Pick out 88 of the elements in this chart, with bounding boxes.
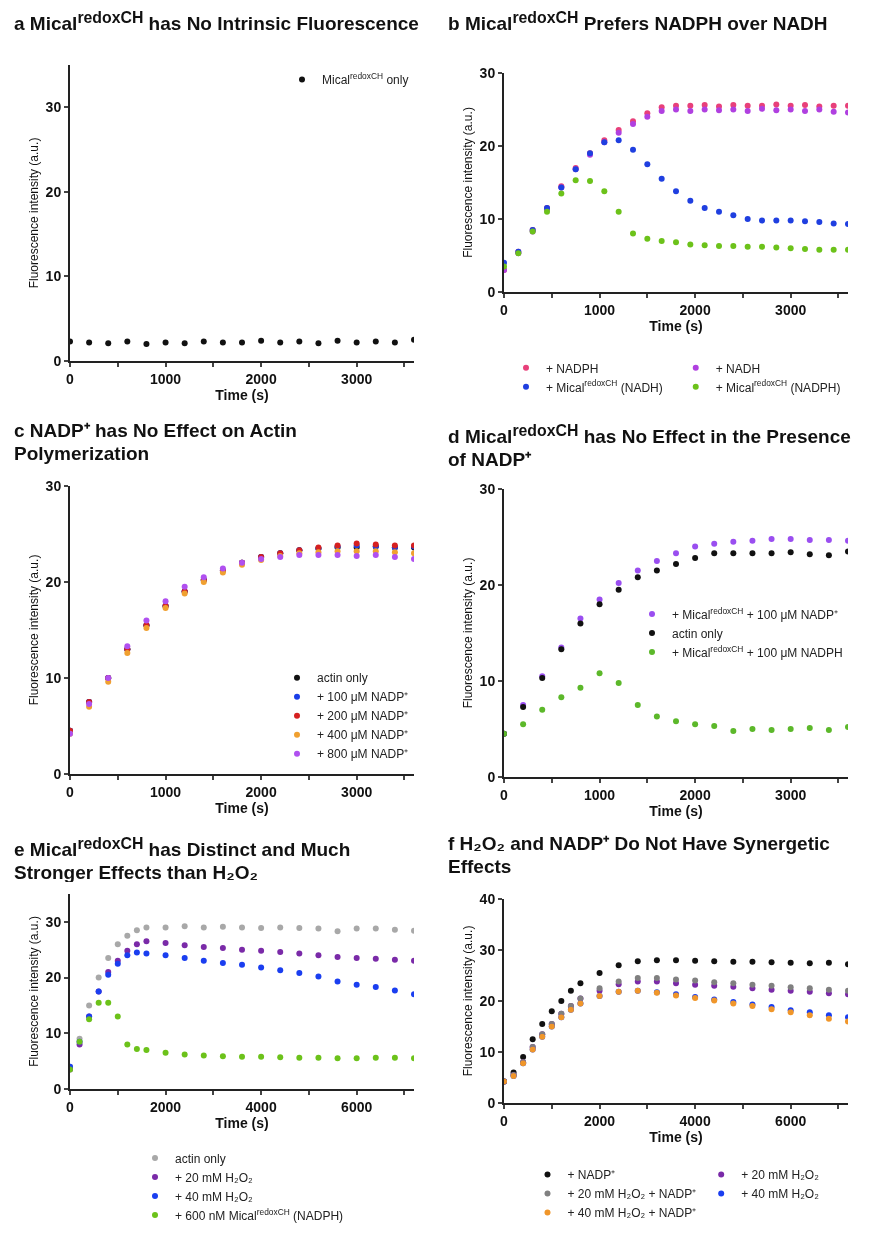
legend-label: + 40 mM H₂O₂ xyxy=(741,1187,820,1202)
y-tick-label: 30 xyxy=(479,64,496,81)
chart-title: d Mical$^{redoxCH}$ has No Effect in the Presence of NADP⁺ xyxy=(448,422,851,471)
y-tick-label: 20 xyxy=(45,969,62,986)
y-tick-label: 40 xyxy=(479,890,496,907)
legend-label: + 40 mM H₂O₂ + NADP⁺ xyxy=(567,1206,697,1221)
y-tick-label: 10 xyxy=(479,210,496,227)
x-tick-label: 3000 xyxy=(775,301,807,318)
legend-label: + 20 mM H₂O₂ + NADP⁺ xyxy=(567,1187,697,1202)
x-tick-label: 3000 xyxy=(341,783,373,800)
y-tick-label: 10 xyxy=(45,1025,62,1042)
legend-label: + Mical$^{redoxCH}$ + 100 μM NADP⁺ xyxy=(672,605,839,622)
y-axis-title: Fluorescence intensity (a.u.) xyxy=(27,137,42,289)
x-tick-label: 1000 xyxy=(583,786,616,803)
chart-title: f H₂O₂ and NADP⁺ Do Not Have Synergetic Effects xyxy=(447,832,831,879)
x-tick-label: 6000 xyxy=(341,1098,373,1115)
x-axis-title: Time (s) xyxy=(649,1128,703,1145)
x-tick-label: 2000 xyxy=(679,301,711,318)
x-tick-label: 2000 xyxy=(679,786,711,803)
chart-title: e Mical$^{redoxCH}$ has Distinct and Much Stronger Effects than H₂O₂ xyxy=(13,834,352,884)
y-tick-label: 20 xyxy=(479,576,496,593)
y-tick-label: 20 xyxy=(45,183,62,200)
legend-label: + NADP⁺ xyxy=(567,1168,616,1183)
y-axis-title: Fluorescence intensity (a.u.) xyxy=(461,925,476,1077)
legend-label: + 100 μM NADP⁺ xyxy=(317,690,409,705)
x-tick-label: 0 xyxy=(66,370,75,387)
x-axis-title: Time (s) xyxy=(215,386,269,403)
y-tick-label: 0 xyxy=(487,768,496,785)
y-tick-label: 20 xyxy=(479,992,496,1009)
x-tick-label: 2000 xyxy=(245,783,277,800)
y-tick-label: 30 xyxy=(45,477,62,494)
y-tick-label: 10 xyxy=(479,1043,496,1060)
legend-label: + Mical$^{redoxCH}$ + 100 μM NADPH xyxy=(672,643,843,660)
y-axis-title: Fluorescence intensity (a.u.) xyxy=(27,916,42,1067)
legend-label: Mical$^{redoxCH}$ only xyxy=(322,71,409,88)
x-tick-label: 3000 xyxy=(775,786,807,803)
x-tick-label: 0 xyxy=(500,301,509,318)
x-tick-label: 3000 xyxy=(341,370,373,387)
y-tick-label: 0 xyxy=(53,765,62,782)
legend-label: + Mical$^{redoxCH}$ (NADH) xyxy=(546,378,663,395)
x-axis-title: Time (s) xyxy=(649,802,703,819)
x-axis-title: Time (s) xyxy=(215,799,269,816)
x-tick-label: 4000 xyxy=(245,1098,277,1115)
x-tick-label: 6000 xyxy=(775,1112,807,1129)
x-tick-label: 2000 xyxy=(583,1112,616,1129)
x-tick-label: 1000 xyxy=(149,370,182,387)
chart-title: c NADP⁺ has No Effect on Actin Polymerization xyxy=(13,419,298,466)
y-tick-label: 0 xyxy=(53,1080,62,1097)
x-tick-label: 4000 xyxy=(679,1112,711,1129)
legend-label: + Mical$^{redoxCH}$ (NADPH) xyxy=(715,378,841,395)
y-tick-label: 0 xyxy=(53,352,62,369)
x-axis-title: Time (s) xyxy=(649,317,703,334)
legend-label: + 40 mM H₂O₂ xyxy=(175,1189,254,1204)
legend-label: + 600 nM Mical$^{redoxCH}$ (NADPH) xyxy=(175,1206,344,1223)
legend-label: actin only xyxy=(175,1151,226,1166)
legend-label: + NADH xyxy=(715,361,761,376)
legend-label: + NADPH xyxy=(546,361,599,376)
x-tick-label: 1000 xyxy=(149,783,182,800)
legend-label: + 20 mM H₂O₂ xyxy=(175,1170,254,1185)
y-axis-title: Fluorescence intensity (a.u.) xyxy=(461,557,476,709)
y-tick-label: 20 xyxy=(479,137,496,154)
x-axis-title: Time (s) xyxy=(215,1114,269,1131)
y-tick-label: 0 xyxy=(487,283,496,300)
chart-title: b Mical$^{redoxCH}$ Prefers NADPH over NADH xyxy=(447,8,829,37)
y-axis-title: Fluorescence intensity (a.u.) xyxy=(461,107,476,258)
legend-label: + 800 μM NADP⁺ xyxy=(317,747,409,762)
x-tick-label: 0 xyxy=(500,1112,509,1129)
x-tick-label: 2000 xyxy=(149,1098,182,1115)
x-tick-label: 2000 xyxy=(245,370,277,387)
y-tick-label: 30 xyxy=(45,99,62,116)
y-tick-label: 30 xyxy=(45,913,62,930)
legend-label: actin only xyxy=(672,626,723,641)
chart-title: a Mical$^{redoxCH}$ has No Intrinsic Fluorescence xyxy=(13,8,420,37)
y-tick-label: 10 xyxy=(45,669,62,686)
legend-label: + 20 mM H₂O₂ xyxy=(741,1168,820,1183)
y-tick-label: 10 xyxy=(45,268,62,285)
legend-label: + 400 μM NADP⁺ xyxy=(317,728,409,743)
x-tick-label: 0 xyxy=(66,783,75,800)
legend-label: + 200 μM NADP⁺ xyxy=(317,709,409,724)
legend-label: actin only xyxy=(317,671,368,686)
y-axis-title: Fluorescence intensity (a.u.) xyxy=(27,554,42,706)
x-tick-label: 0 xyxy=(500,786,509,803)
y-tick-label: 10 xyxy=(479,672,496,689)
y-tick-label: 30 xyxy=(479,941,496,958)
x-tick-label: 0 xyxy=(66,1098,75,1115)
y-tick-label: 30 xyxy=(479,480,496,497)
y-tick-label: 20 xyxy=(45,573,62,590)
x-tick-label: 1000 xyxy=(583,301,616,318)
